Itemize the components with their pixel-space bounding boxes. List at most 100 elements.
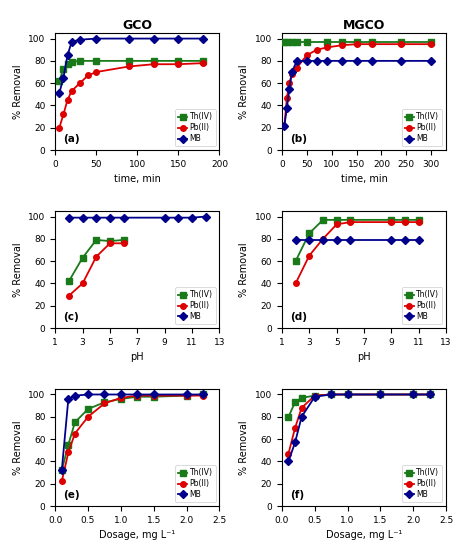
- Th(IV): [175, 58, 181, 64]
- MB: [65, 52, 70, 59]
- MB: [319, 236, 325, 243]
- Th(IV): [333, 217, 339, 223]
- Pb(II): [200, 60, 205, 67]
- Pb(II): [313, 46, 319, 53]
- MB: [377, 391, 382, 398]
- Th(IV): [306, 230, 311, 236]
- Th(IV): [347, 217, 353, 223]
- MB: [347, 236, 353, 243]
- Th(IV): [101, 399, 107, 405]
- MB: [101, 391, 107, 398]
- Title: GCO: GCO: [122, 19, 152, 32]
- Line: Pb(II): Pb(II): [292, 219, 421, 286]
- Pb(II): [398, 41, 403, 47]
- Text: (e): (e): [63, 490, 80, 500]
- Th(IV): [184, 392, 189, 399]
- MB: [323, 58, 329, 64]
- Th(IV): [126, 58, 132, 64]
- Pb(II): [292, 280, 298, 287]
- Pb(II): [281, 122, 286, 129]
- MB: [134, 391, 140, 398]
- Text: (d): (d): [290, 312, 307, 322]
- Th(IV): [289, 39, 294, 45]
- Pb(II): [347, 219, 353, 225]
- MB: [333, 236, 339, 243]
- X-axis label: pH: pH: [130, 353, 144, 362]
- X-axis label: Dosage, mg L⁻¹: Dosage, mg L⁻¹: [99, 530, 175, 540]
- Pb(II): [72, 430, 78, 437]
- MB: [175, 214, 181, 221]
- Line: MB: MB: [292, 237, 421, 243]
- Th(IV): [134, 393, 140, 400]
- MB: [368, 58, 374, 64]
- Y-axis label: % Removal: % Removal: [239, 420, 249, 475]
- Pb(II): [121, 240, 126, 246]
- Th(IV): [151, 393, 156, 400]
- Th(IV): [291, 399, 297, 405]
- Pb(II): [134, 392, 140, 399]
- Pb(II): [61, 111, 66, 118]
- Th(IV): [344, 391, 350, 398]
- MB: [338, 58, 344, 64]
- Line: Pb(II): Pb(II): [59, 393, 205, 484]
- Legend: Th(IV), Pb(II), MB: Th(IV), Pb(II), MB: [175, 287, 215, 324]
- MB: [77, 36, 83, 43]
- Line: Th(IV): Th(IV): [281, 39, 433, 45]
- Line: Th(IV): Th(IV): [59, 392, 205, 473]
- Pb(II): [415, 219, 420, 225]
- Th(IV): [284, 39, 289, 45]
- MB: [162, 214, 167, 221]
- Pb(II): [66, 293, 72, 299]
- X-axis label: pH: pH: [357, 353, 370, 362]
- Pb(II): [388, 219, 393, 225]
- Th(IV): [80, 255, 85, 261]
- MB: [313, 58, 319, 64]
- Text: (b): (b): [290, 134, 307, 144]
- Th(IV): [303, 39, 309, 45]
- Y-axis label: % Removal: % Removal: [13, 64, 22, 119]
- Pb(II): [291, 425, 297, 431]
- MB: [311, 393, 317, 400]
- Th(IV): [415, 217, 420, 223]
- MB: [298, 414, 304, 420]
- Line: Th(IV): Th(IV): [66, 237, 126, 284]
- Line: Pb(II): Pb(II): [281, 41, 433, 128]
- MB: [85, 391, 90, 398]
- Pb(II): [151, 61, 156, 68]
- Pb(II): [77, 80, 83, 86]
- X-axis label: Dosage, mg L⁻¹: Dosage, mg L⁻¹: [325, 530, 401, 540]
- Th(IV): [118, 395, 123, 402]
- Th(IV): [200, 391, 205, 398]
- MB: [202, 213, 208, 220]
- Th(IV): [293, 39, 299, 45]
- Th(IV): [66, 278, 72, 284]
- Pb(II): [59, 478, 64, 485]
- Pb(II): [93, 254, 99, 260]
- Pb(II): [65, 97, 70, 103]
- Pb(II): [284, 95, 289, 101]
- Pb(II): [93, 69, 99, 75]
- Y-axis label: % Removal: % Removal: [13, 420, 22, 475]
- Pb(II): [353, 41, 358, 47]
- Pb(II): [69, 87, 74, 94]
- Pb(II): [289, 71, 294, 78]
- Th(IV): [93, 236, 99, 243]
- MB: [388, 236, 393, 243]
- MB: [303, 58, 309, 64]
- MB: [289, 69, 294, 75]
- X-axis label: time, min: time, min: [114, 174, 161, 184]
- Pb(II): [323, 44, 329, 51]
- Text: (a): (a): [63, 134, 80, 144]
- Pb(II): [85, 72, 90, 79]
- Pb(II): [426, 391, 431, 398]
- MB: [80, 214, 85, 221]
- Th(IV): [292, 258, 298, 265]
- MB: [151, 391, 156, 398]
- Line: Pb(II): Pb(II): [66, 240, 126, 299]
- Th(IV): [398, 39, 403, 45]
- Th(IV): [298, 394, 304, 401]
- Pb(II): [311, 392, 317, 399]
- Pb(II): [286, 80, 291, 86]
- Pb(II): [306, 252, 311, 259]
- MB: [328, 391, 333, 398]
